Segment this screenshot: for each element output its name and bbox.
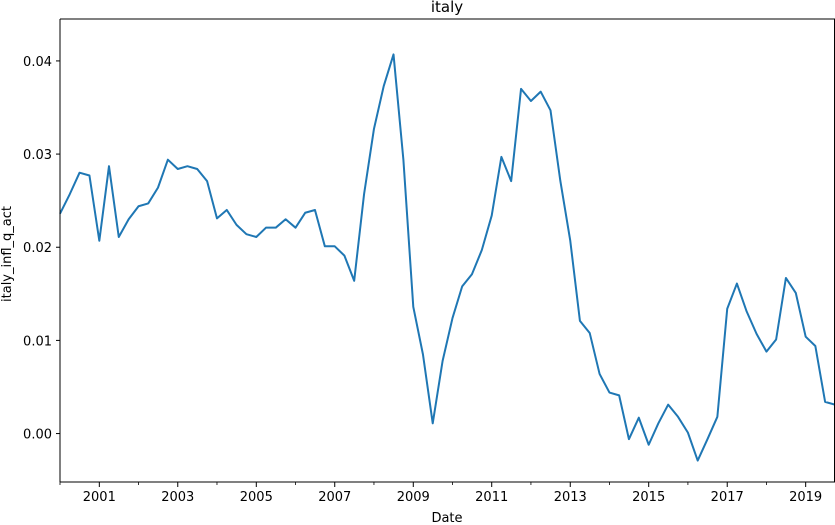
x-tick-label: 2001 bbox=[83, 490, 116, 505]
x-tick-label: 2011 bbox=[475, 490, 508, 505]
plot-background bbox=[60, 19, 835, 482]
y-tick-label: 0.04 bbox=[23, 55, 52, 70]
y-tick-label: 0.03 bbox=[23, 148, 52, 163]
x-tick-label: 2007 bbox=[318, 490, 351, 505]
y-axis: 0.00 0.01 0.02 0.03 0.04 bbox=[23, 55, 60, 443]
x-tick-label: 2003 bbox=[161, 490, 194, 505]
x-tick-label: 2005 bbox=[240, 490, 273, 505]
x-axis-title: Date bbox=[431, 511, 462, 525]
x-tick-label: 2013 bbox=[554, 490, 587, 505]
y-tick-label: 0.00 bbox=[23, 428, 52, 443]
x-axis: 2001 2003 2005 2007 2009 2011 2013 2015 2017 2019 bbox=[59, 482, 822, 505]
x-tick-label: 2019 bbox=[789, 490, 822, 505]
y-axis-title: italy_infl_q_act bbox=[0, 206, 15, 302]
inflation-line bbox=[59, 53, 835, 462]
y-tick-label: 0.02 bbox=[23, 241, 52, 256]
x-tick-label: 2017 bbox=[711, 490, 744, 505]
chart-title: italy bbox=[431, 0, 463, 16]
x-tick-label: 2015 bbox=[632, 490, 665, 505]
x-tick-label: 2009 bbox=[397, 490, 430, 505]
y-tick-label: 0.01 bbox=[23, 334, 52, 349]
